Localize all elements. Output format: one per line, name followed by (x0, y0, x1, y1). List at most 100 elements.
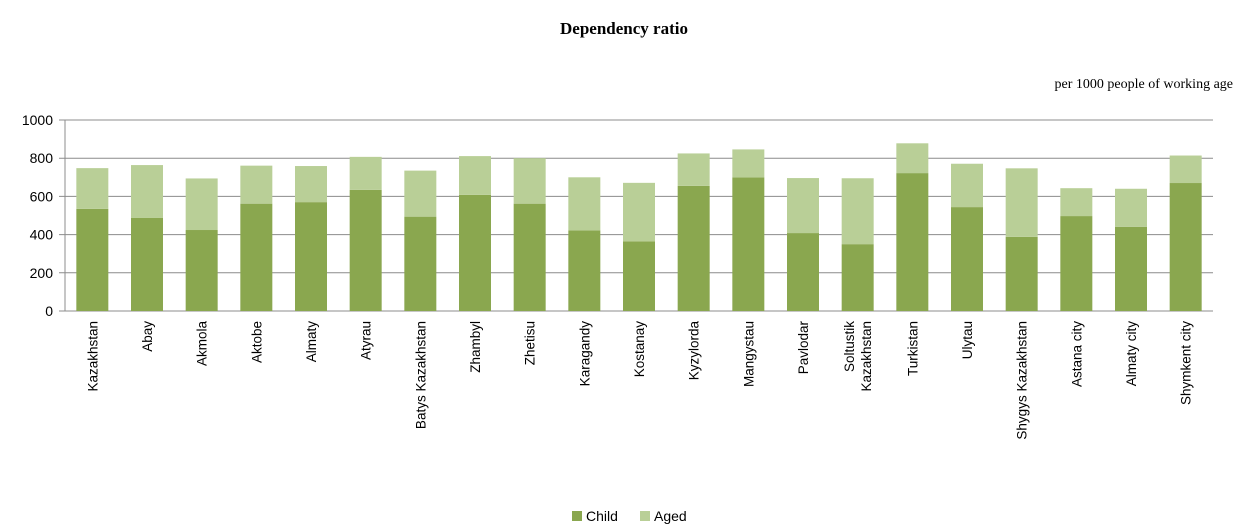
x-tick-label-line: Astana city (1069, 321, 1084, 387)
x-tick-label-line: Batys Kazakhstan (413, 321, 428, 429)
bar-child-batys-kazakhstan (404, 216, 437, 311)
bar-child-aktobe (240, 203, 273, 311)
bar-child-kazakhstan (76, 208, 109, 311)
x-tick-label-line: Karagandy (577, 321, 592, 387)
bar-aged-ulytau (951, 163, 983, 208)
bar-aged-shygys-kazakhstan (1005, 168, 1038, 237)
x-tick-label-line: Shygys Kazakhstan (1015, 321, 1030, 440)
x-tick-label-line: Almaty (304, 321, 319, 363)
x-tick-label: Abay (140, 321, 155, 352)
bar-child-mangystau (732, 177, 765, 311)
y-tick-label: 200 (30, 265, 54, 281)
bar-aged-kyzylorda (677, 153, 710, 186)
bar-child-pavlodar (787, 233, 819, 311)
x-tick-label: Zhambyl (468, 321, 483, 373)
bar-aged-abay (131, 165, 163, 218)
bar-aged-kostanay (623, 182, 655, 242)
x-tick-label-line: Pavlodar (796, 321, 811, 375)
legend-swatch-child (572, 511, 582, 521)
bar-aged-kazakhstan (76, 168, 109, 209)
x-tick-label-line: Akmola (195, 321, 210, 367)
y-axis-ticks: 0 200 400 600 800 1000 (22, 112, 53, 319)
x-tick-label-line: Zhambyl (468, 321, 483, 373)
x-tick-label-line: Zhetisu (523, 321, 538, 365)
x-tick-label-line: Kazakhstan (85, 321, 100, 392)
y-tick-label: 0 (45, 303, 53, 319)
y-tick-label: 1000 (22, 112, 53, 128)
chart-title: Dependency ratio (560, 19, 688, 38)
x-tick-label: Almaty city (1124, 321, 1139, 387)
bar-child-shygys-kazakhstan (1005, 236, 1038, 311)
bar-aged-batys-kazakhstan (404, 170, 437, 217)
bar-child-kostanay (623, 241, 655, 311)
bars (76, 143, 1202, 311)
x-tick-label: Karagandy (577, 321, 592, 387)
x-tick-label: Soltustik Kazakhstan (842, 321, 874, 392)
x-tick-label: Kyzylorda (687, 321, 702, 381)
bar-child-shymkent-city (1169, 183, 1202, 311)
x-tick-label-line: Ulytau (960, 321, 975, 359)
bar-child-astana-city (1060, 216, 1093, 311)
x-tick-label: Zhetisu (523, 321, 538, 365)
x-tick-label: Aktobe (249, 321, 264, 363)
x-tick-label-line: Turkistan (905, 321, 920, 376)
x-tick-label: Shygys Kazakhstan (1015, 321, 1030, 440)
x-tick-label-line: Abay (140, 321, 155, 352)
x-tick-label: Pavlodar (796, 321, 811, 375)
x-tick-label: Atyrau (359, 321, 374, 360)
bar-child-ulytau (951, 207, 983, 311)
legend-label-child: Child (586, 508, 618, 524)
x-tick-label: Astana city (1069, 321, 1084, 387)
bar-aged-soltustik-kazakhstan (841, 178, 874, 245)
bar-aged-almaty-city (1115, 188, 1147, 227)
bar-child-kyzylorda (677, 185, 710, 311)
x-axis-ticks: Kazakhstan Abay Akmola Aktobe Almaty Atyrau Ba… (85, 321, 1193, 440)
y-tick-label: 400 (30, 227, 54, 243)
bar-aged-almaty (295, 166, 327, 203)
x-tick-label-line: Kazakhstan (859, 321, 874, 392)
x-tick-label: Kazakhstan (85, 321, 100, 392)
x-tick-label-line: Mangystau (741, 321, 756, 387)
x-tick-label-line: Soltustik (842, 321, 857, 372)
bar-child-turkistan (896, 173, 929, 311)
x-tick-label: Batys Kazakhstan (413, 321, 428, 429)
x-tick-label-line: Almaty city (1124, 321, 1139, 387)
legend-swatch-aged (640, 511, 650, 521)
x-tick-label: Shymkent city (1179, 321, 1194, 405)
bar-child-atyrau (349, 189, 382, 311)
bar-aged-zhambyl (459, 156, 491, 195)
bar-aged-mangystau (732, 149, 765, 178)
x-tick-label-line: Atyrau (359, 321, 374, 360)
bar-child-abay (131, 217, 163, 311)
bar-aged-karagandy (568, 177, 601, 231)
x-tick-label: Turkistan (905, 321, 920, 376)
bar-aged-zhetisu (513, 158, 546, 204)
x-tick-label: Kostanay (632, 321, 647, 378)
x-tick-label-line: Aktobe (249, 321, 264, 363)
bar-child-zhambyl (459, 194, 491, 311)
bar-child-almaty (295, 202, 327, 311)
x-tick-label: Akmola (195, 321, 210, 367)
bar-aged-pavlodar (787, 178, 819, 234)
legend: Child Aged (572, 508, 687, 524)
x-tick-label-line: Shymkent city (1179, 321, 1194, 405)
bar-child-karagandy (568, 230, 601, 311)
x-tick-label-line: Kyzylorda (687, 321, 702, 381)
x-tick-label-line: Kostanay (632, 321, 647, 378)
bar-aged-atyrau (349, 156, 382, 190)
bar-child-akmola (185, 230, 218, 311)
y-tick-label: 800 (30, 150, 54, 166)
x-tick-label: Ulytau (960, 321, 975, 359)
bar-aged-shymkent-city (1169, 155, 1202, 184)
x-tick-label: Mangystau (741, 321, 756, 387)
bar-child-soltustik-kazakhstan (841, 244, 874, 311)
x-tick-label: Almaty (304, 321, 319, 363)
chart-subtitle: per 1000 people of working age (1055, 77, 1233, 92)
bar-aged-akmola (185, 178, 218, 231)
legend-label-aged: Aged (654, 508, 687, 524)
bar-aged-astana-city (1060, 188, 1093, 217)
bar-aged-turkistan (896, 143, 929, 174)
bar-child-almaty-city (1115, 226, 1147, 311)
bar-child-zhetisu (513, 203, 546, 311)
